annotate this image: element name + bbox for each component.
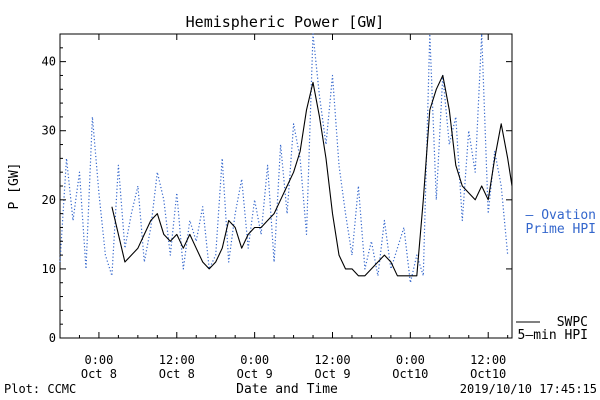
x-tick-label-date: Oct 8 xyxy=(81,367,117,381)
legend-ovation-line1: – Ovation xyxy=(526,208,596,223)
y-tick-label: 20 xyxy=(42,193,56,207)
x-axis-label: Date and Time xyxy=(236,382,338,397)
x-tick-label-time: 0:00 xyxy=(84,353,113,367)
y-axis: 0 10 20 30 40 xyxy=(42,33,512,345)
x-tick-label-time: 12:00 xyxy=(159,353,195,367)
legend-swpc-line2: 5–min HPI xyxy=(518,328,588,343)
chart-title: Hemispheric Power [GW] xyxy=(186,13,385,31)
plot-frame xyxy=(59,33,513,339)
series-layer xyxy=(59,33,513,284)
x-tick-label-date: Oct 9 xyxy=(314,367,350,381)
x-tick-label-date: Oct 8 xyxy=(159,367,195,381)
y-tick-label: 0 xyxy=(49,331,56,345)
x-tick-label-time: 12:00 xyxy=(314,353,350,367)
x-tick-label-time: 12:00 xyxy=(470,353,506,367)
y-tick-label: 40 xyxy=(42,55,56,69)
x-tick-label-date: Oct10 xyxy=(470,367,506,381)
footer-credit: Plot: CCMC xyxy=(4,382,76,396)
y-axis-label: P [GW] xyxy=(7,163,22,210)
y-tick-label: 10 xyxy=(42,262,56,276)
x-tick-label-date: Oct 9 xyxy=(237,367,273,381)
x-tick-label-date: Oct10 xyxy=(392,367,428,381)
x-tick-label-time: 0:00 xyxy=(240,353,269,367)
footer-timestamp: 2019/10/10 17:45:15 xyxy=(460,382,597,396)
legend-swpc-line1: SWPC xyxy=(557,315,588,330)
ovation-prime-series-line xyxy=(59,33,509,284)
swpc-hpi-series-line xyxy=(111,74,513,277)
legend: – Ovation Prime HPI SWPC 5–min HPI xyxy=(516,208,596,343)
legend-ovation-line2: Prime HPI xyxy=(526,222,596,237)
x-tick-label-time: 0:00 xyxy=(396,353,425,367)
y-tick-label: 30 xyxy=(42,124,56,138)
